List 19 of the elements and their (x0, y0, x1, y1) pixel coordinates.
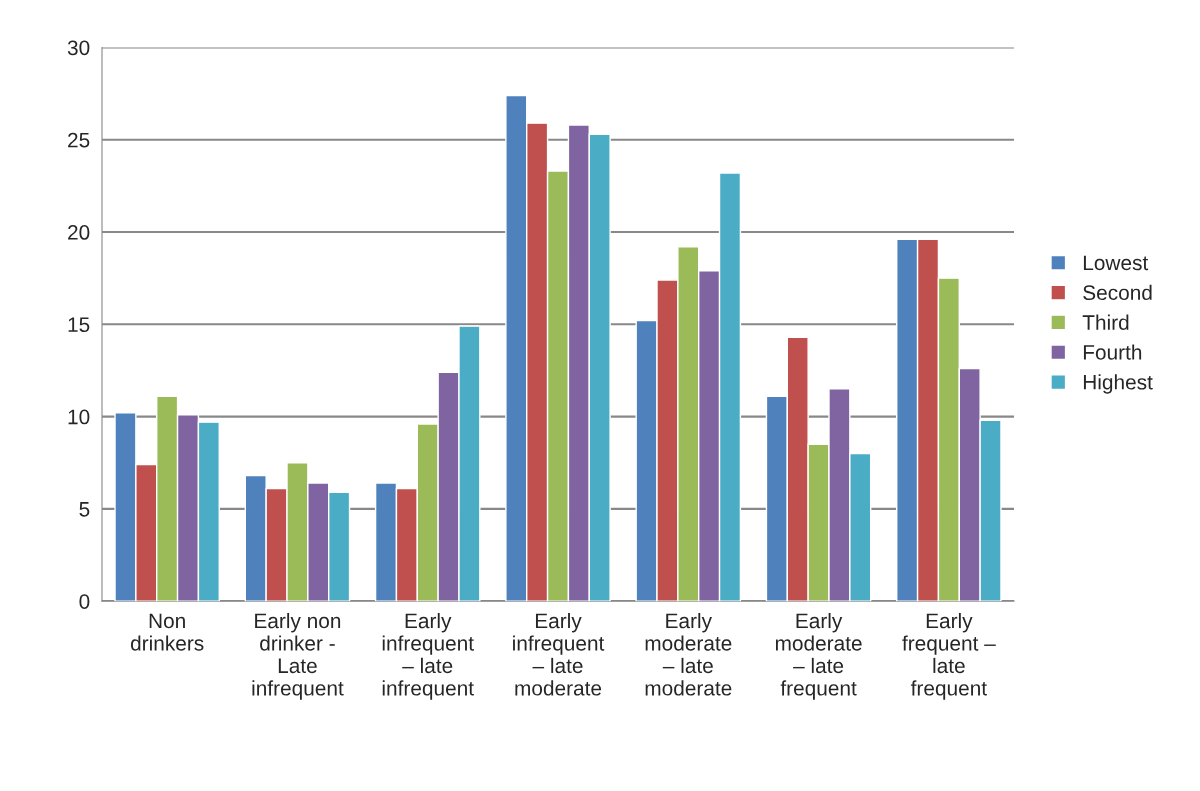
y-tick-label: 10 (68, 409, 90, 425)
x-tick-label: Early moderate – late frequent (775, 612, 862, 700)
legend-label: Fourth (1083, 344, 1142, 360)
x-tick-label: Early infrequent – late moderate (513, 612, 605, 696)
y-tick-label: 25 (68, 132, 90, 148)
y-tick-label: 30 (67, 40, 90, 56)
x-tick-label: Non drinkers (130, 613, 204, 651)
y-tick-label: 5 (79, 502, 90, 517)
legend-label: Third (1082, 314, 1129, 330)
x-tick-label: Early frequent – late frequent (902, 612, 996, 700)
x-tick-label: Early non drinker - Late infrequent (252, 612, 344, 700)
y-tick-label: 20 (68, 225, 90, 240)
x-tick-label: Early moderate – late moderate (645, 612, 732, 696)
x-tick-label: Early infrequent – late infrequent (382, 612, 474, 700)
legend-label: Highest (1083, 374, 1153, 394)
y-tick-label: 0 (79, 594, 90, 609)
legend-label: Second (1083, 284, 1152, 301)
legend-label: Lowest (1083, 255, 1149, 271)
y-tick-label: 15 (68, 317, 90, 333)
